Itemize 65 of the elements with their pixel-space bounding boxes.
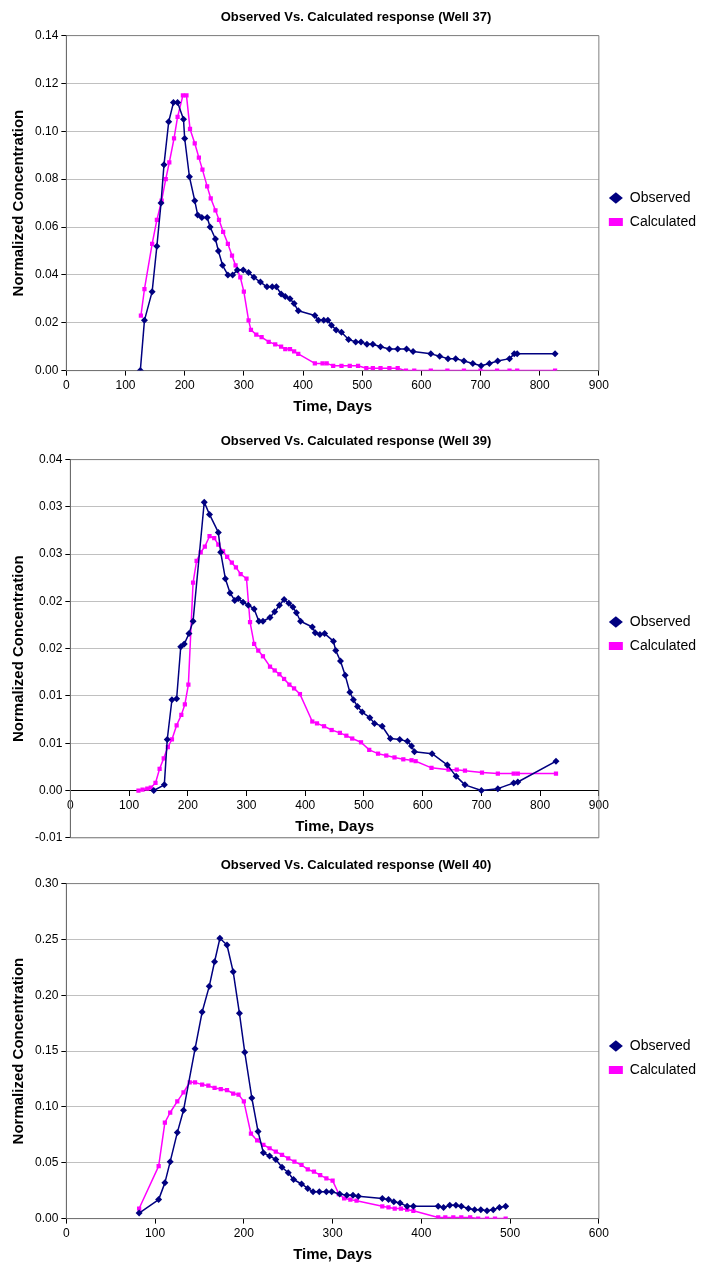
y-axis-title: Normalized Concentration [9,957,27,1145]
legend-label: Calculated [629,212,696,229]
x-tick-label: 0 [63,1226,71,1241]
x-tick-label: 400 [293,378,314,393]
y-tick-label: -0.01 [34,830,63,845]
x-tick-label: 500 [500,1226,521,1241]
y-tick-label: 0.14 [35,27,59,42]
x-tick-label: 200 [233,1226,255,1241]
x-tick-label: 600 [588,1226,610,1241]
legend-label: Observed [629,1036,691,1053]
x-tick-label: 700 [471,798,492,813]
y-tick-label: 0.30 [35,875,59,890]
x-tick-label: 800 [529,378,551,393]
y-tick-label: 0.03 [38,546,63,561]
y-tick-label: 0.10 [35,1099,59,1114]
x-tick-label: 0 [63,378,71,393]
x-tick-label: 200 [177,798,199,813]
x-tick-label: 400 [295,798,316,813]
y-tick-label: 0.08 [35,171,59,186]
y-tick-label: 0.02 [38,593,63,608]
y-tick-label: 0.25 [35,931,59,946]
x-tick-label: 700 [470,378,491,393]
x-tick-label: 800 [530,798,551,813]
x-tick-label: 300 [236,798,257,813]
x-axis-title: Time, Days [295,817,375,835]
legend-label: Calculated [629,636,696,653]
y-tick-label: 0.01 [38,688,63,703]
x-tick-label: 300 [322,1226,343,1241]
x-tick-label: 200 [174,378,196,393]
y-tick-label: 0.00 [35,362,59,377]
y-tick-label: 0.00 [35,1210,59,1225]
x-tick-label: 600 [411,378,432,393]
y-tick-label: 0.01 [38,735,63,750]
x-tick-label: 100 [119,798,140,813]
legend-label: Calculated [629,1060,696,1077]
x-tick-label: 500 [353,798,375,813]
y-axis-title: Normalized Concentration [9,555,27,743]
y-tick-label: 0.02 [35,315,59,330]
y-tick-label: 0.05 [35,1155,59,1170]
x-tick-label: 400 [411,1226,432,1241]
y-tick-label: 0.06 [35,219,59,234]
x-axis-title: Time, Days [293,1245,373,1263]
x-tick-label: 900 [588,798,610,813]
chart-title: Observed Vs. Calculated response (Well 39) [220,433,492,449]
y-tick-label: 0.02 [38,641,63,656]
legend-label: Observed [629,188,691,205]
y-tick-label: 0.10 [35,123,59,138]
chart-title: Observed Vs. Calculated response (Well 40) [220,857,492,873]
x-tick-label: 600 [412,798,434,813]
legend-label: Observed [629,612,691,629]
y-tick-label: 0.03 [38,499,63,514]
y-axis-title: Normalized Concentration [9,109,27,297]
x-tick-label: 100 [145,1226,166,1241]
y-tick-label: 0.00 [38,782,63,797]
y-tick-label: 0.04 [38,451,63,466]
y-tick-label: 0.04 [35,267,59,282]
x-tick-label: 900 [588,378,610,393]
y-tick-label: 0.15 [35,1043,59,1058]
chart-title: Observed Vs. Calculated response (Well 37) [220,9,492,25]
x-tick-label: 100 [115,378,136,393]
x-axis-title: Time, Days [293,397,373,415]
x-tick-label: 300 [233,378,255,393]
y-tick-label: 0.12 [35,75,59,90]
x-tick-label: 500 [352,378,373,393]
y-tick-label: 0.20 [35,987,59,1002]
